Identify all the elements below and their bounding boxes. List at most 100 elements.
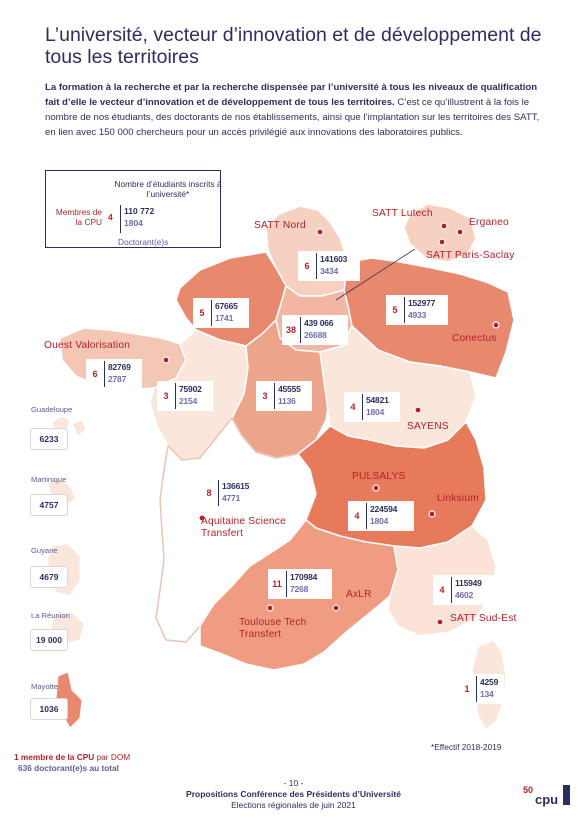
svg-text:cpu: cpu (535, 792, 558, 807)
badge-pays-de-la-loire: 3 75902 2154 (157, 381, 213, 411)
satt-label-lutech: SATT Lutech (372, 208, 433, 219)
dot-satt-nord (316, 228, 324, 236)
legend-values: 110 772 1804 (120, 205, 160, 233)
badge-cpu: 4 (354, 511, 360, 521)
dot-pulsalys (372, 484, 380, 492)
dot-lutech (440, 222, 448, 230)
overseas-label-martinique: Martinique (31, 475, 67, 484)
overseas-note-red: 1 membre de la CPU (14, 752, 95, 762)
badge-normandie: 5 67665 1741 (193, 298, 249, 328)
satt-label-conectus: Conectus (452, 333, 497, 344)
legend-doctorants-label: Doctorant(e)s (118, 237, 169, 247)
badge-doctorants: 1741 (215, 313, 234, 323)
badge-doctorants: 1804 (370, 516, 389, 526)
badge-doctorants: 4933 (408, 310, 427, 320)
badge-corse: 1 4259 134 (458, 674, 504, 704)
overseas-label-reunion: La Réunion (31, 611, 70, 620)
satt-label-linksium: Linksium (437, 493, 479, 504)
dot-linksium (428, 510, 436, 518)
badge-bourgogne-franche-comte: 4 54821 1804 (344, 392, 400, 422)
badge-students: 45555 (278, 384, 301, 394)
dot-toulouse (266, 604, 274, 612)
badge-students: 4259 (480, 677, 499, 687)
svg-text:50: 50 (523, 785, 533, 795)
badge-cpu: 4 (350, 402, 356, 412)
legend-students-label: Nombre d’étudiants inscrits à l’universi… (114, 179, 222, 199)
dot-conectus (492, 321, 500, 329)
footer-line2: Elections régionales de juin 2021 (231, 800, 356, 810)
cpu-logo: 50 cpu (523, 785, 570, 807)
badge-students: 54821 (366, 395, 389, 405)
overseas-note: 1 membre de la CPU par DOM 636 doctorant… (14, 752, 130, 774)
badge-cpu: 3 (262, 391, 268, 401)
badge-occitanie: 11 170984 7268 (268, 569, 332, 599)
badge-cpu: 11 (272, 579, 282, 589)
page-number: - 10 - (283, 778, 304, 788)
dot-paris-saclay (438, 238, 446, 246)
badge-cpu: 6 (92, 369, 98, 379)
intro-rest: C’est ce qu’illustrent à la fois le nomb… (45, 97, 540, 138)
badge-students: 224594 (370, 504, 398, 514)
badge-cpu: 6 (304, 261, 310, 271)
badge-students: 439 066 (304, 318, 334, 328)
legend-box: Membres de la CPU 4 Nombre d’étudiants i… (45, 170, 222, 248)
dot-erganeo (456, 228, 464, 236)
badge-doctorants: 26688 (304, 330, 327, 340)
overseas-label-mayotte: Mayotte (31, 682, 59, 691)
satt-label-aquitaine: Aquitaine Science Transfert (201, 516, 286, 539)
overseas-value-guadeloupe: 6233 (30, 428, 68, 450)
badge-cpu: 5 (392, 305, 398, 315)
badge-cpu: 4 (439, 585, 445, 595)
dot-axlr (332, 604, 340, 612)
satt-label-sud-est: SATT Sud-Est (450, 613, 517, 624)
legend-students-value: 110 772 (124, 206, 155, 216)
legend-members-value: 4 (108, 212, 113, 222)
badge-doctorants: 1136 (278, 396, 296, 406)
overseas-value-guyane: 4679 (30, 566, 68, 588)
badge-cpu: 8 (206, 488, 212, 498)
badge-grand-est: 5 152977 4933 (386, 295, 448, 325)
overseas-note-rest: par DOM (94, 752, 131, 762)
badge-students: 136615 (222, 481, 250, 491)
satt-label-toulouse: Toulouse Tech Transfert (239, 617, 307, 640)
badge-nouvelle-aquitaine: 8 136615 4771 (200, 478, 262, 508)
overseas-note-line2: 636 doctorant(e)s au total (18, 763, 119, 773)
badge-cpu: 5 (199, 308, 205, 318)
badge-hauts-de-france: 6 141603 3434 (298, 251, 360, 281)
footer-line1: Propositions Conférence des Présidents d… (186, 789, 401, 799)
intro-paragraph: La formation à la recherche et par la re… (45, 80, 545, 140)
legend-doctorants-value: 1804 (124, 218, 143, 228)
intro-bold: La formation à la recherche et par la re… (45, 82, 538, 108)
footnote: *Effectif 2018-2019 (431, 742, 502, 752)
satt-label-paris-saclay: SATT Paris-Saclay (426, 250, 515, 261)
badge-students: 67665 (215, 301, 238, 311)
badge-doctorants: 2154 (179, 396, 198, 406)
badge-doctorants: 1804 (366, 407, 385, 417)
badge-doctorants: 4602 (455, 590, 474, 600)
badge-students: 75902 (179, 384, 202, 394)
badge-students: 115949 (455, 578, 482, 588)
dot-sud-est (436, 618, 444, 626)
satt-label-nord: SATT Nord (254, 220, 306, 231)
badge-paca: 4 115949 4602 (433, 575, 495, 605)
legend-members-label: Membres de la CPU (55, 207, 102, 227)
satt-label-axlr: AxLR (346, 589, 372, 600)
satt-label-ouest-valorisation: Ouest Valorisation (44, 340, 131, 351)
badge-centre-val-de-loire: 3 45555 1136 (256, 381, 312, 411)
overseas-label-guyane: Guyane (31, 546, 58, 555)
badge-ile-de-france: 38 439 066 26688 (282, 315, 348, 345)
badge-doctorants: 2787 (108, 374, 127, 384)
badge-students: 152977 (408, 298, 436, 308)
badge-doctorants: 3434 (320, 266, 339, 276)
dot-sayens (414, 406, 422, 414)
satt-label-erganeo: Erganeo (469, 217, 509, 228)
badge-cpu: 3 (163, 391, 169, 401)
badge-doctorants: 7268 (290, 584, 309, 594)
badge-students: 141603 (320, 254, 348, 264)
badge-cpu: 1 (464, 684, 470, 694)
badge-auvergne-rhone-alpes: 4 224594 1804 (348, 501, 414, 531)
badge-doctorants: 4771 (222, 493, 241, 503)
badge-students: 170984 (290, 572, 318, 582)
overseas-label-guadeloupe: Guadeloupe (31, 405, 73, 414)
badge-students: 82769 (108, 362, 131, 372)
